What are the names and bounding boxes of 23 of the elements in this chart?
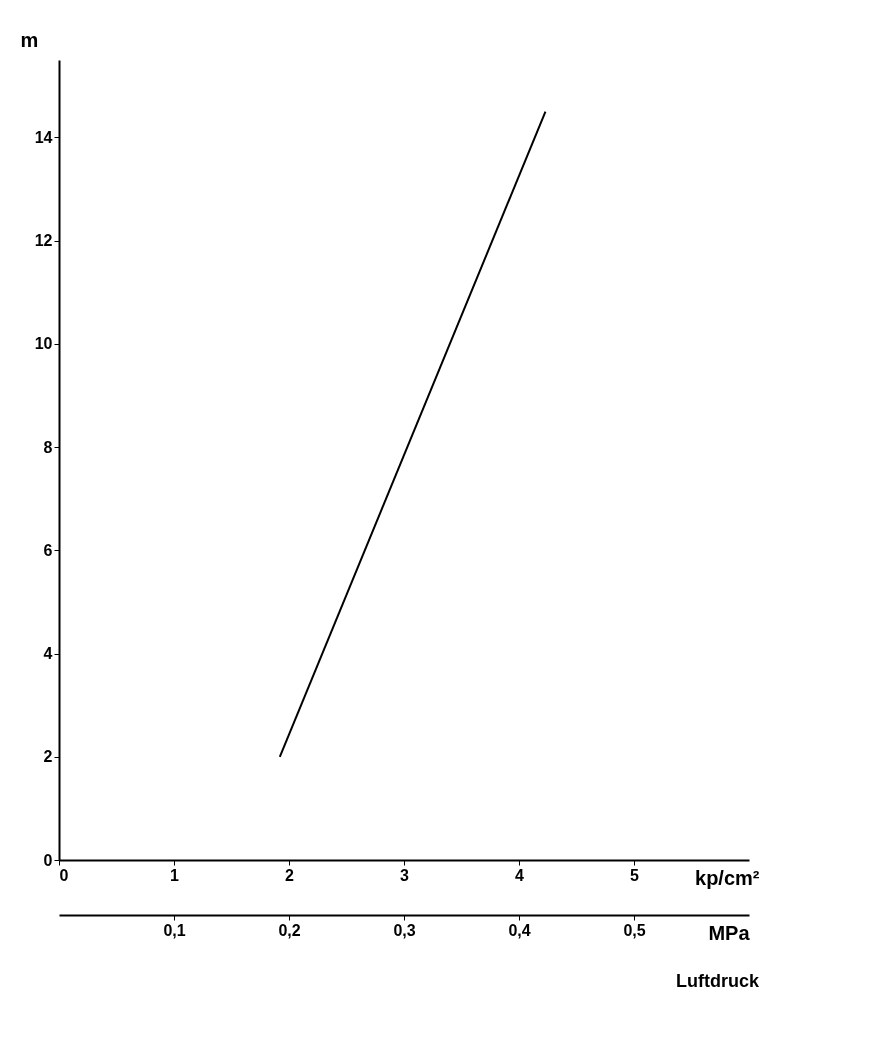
x-tick-label: 1 (170, 866, 180, 884)
x-tick-label: 0 (59, 866, 69, 884)
x2-tick-label: 0,4 (508, 921, 531, 939)
y-tick-label: 6 (43, 541, 53, 559)
x-tick-label: 4 (515, 866, 525, 884)
y-tick-label: 8 (43, 438, 53, 456)
x-tick-label: 5 (630, 866, 640, 884)
x2-tick-label: 0,3 (393, 921, 416, 939)
text: Luftdruck (676, 971, 760, 991)
x-tick-label: 3 (400, 866, 410, 884)
y-axis-title: m (20, 28, 39, 51)
x2-axis-title: MPa (708, 921, 751, 944)
x2-tick-label: 0,2 (278, 921, 301, 939)
x-axis-title: kp/cm² (695, 866, 760, 889)
y-tick-label: 0 (43, 851, 53, 869)
y-tick-label: 2 (43, 748, 53, 766)
y-tick-label: 4 (43, 645, 53, 663)
x2-tick-label: 0,1 (163, 921, 186, 939)
x2-tick-label: 0,5 (623, 921, 646, 939)
y-tick-label: 10 (34, 335, 53, 353)
y-tick-label: 12 (34, 232, 53, 250)
x-tick-label: 2 (285, 866, 295, 884)
y-tick-label: 14 (34, 128, 53, 146)
